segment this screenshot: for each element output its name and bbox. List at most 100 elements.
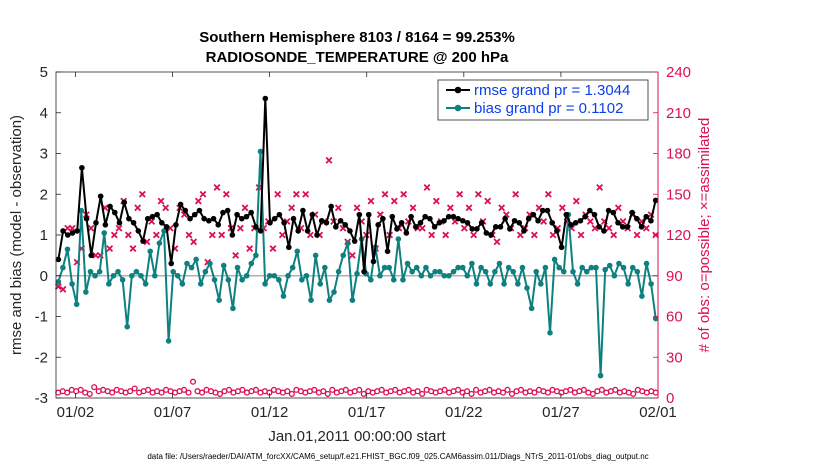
obs-assimilated-point [577,231,585,239]
bias-point [340,252,347,259]
bias-point [285,272,291,279]
obs-possible-point [284,388,291,395]
bias-point [64,246,71,253]
obs-assimilated-point [162,204,170,212]
bias-point [556,264,562,271]
obs-assimilated-point [138,190,146,198]
obs-assimilated-point [540,217,548,225]
bias-point [326,297,333,304]
bias-point [262,281,268,287]
rmse-point [102,222,109,228]
obs-assimilated-point [442,231,450,239]
rmse-point [309,211,316,218]
bias-point [317,281,324,287]
rmse-point [572,219,579,226]
obs-possible-point [77,386,84,393]
obs-possible-point [311,386,318,393]
bias-point [542,264,549,271]
bias-point [625,281,631,287]
rmse-point [210,215,217,222]
y-tick-label-right: 30 [666,349,683,366]
rmse-point [356,211,363,218]
bias-point [73,301,80,308]
obs-assimilated-point [610,231,618,239]
bias-point [115,268,121,275]
rmse-point [300,207,306,214]
bias-point [138,272,144,279]
rmse-point [492,224,499,230]
bias-point [271,272,278,279]
obs-possible-point [464,388,471,395]
bias-point [161,228,167,234]
obs-possible-point [180,386,188,393]
obs-assimilated-point [115,224,123,232]
rmse-point [365,211,372,218]
y-tick-label-right: 150 [666,186,691,203]
bias-point [441,272,448,279]
bias-point [216,297,222,304]
rmse-point [563,211,570,218]
rmse-point [549,219,555,226]
bias-point [312,252,319,259]
rmse-point [224,207,231,214]
bias-point [294,248,301,255]
rmse-point [507,226,513,232]
obs-assimilated-point [530,231,538,239]
bias-point [266,272,273,279]
obs-possible-point [91,384,98,391]
legend-bias-marker [454,104,462,112]
obs-possible-point [360,390,367,397]
bias-point [243,272,250,279]
obs-possible-point [216,390,224,397]
bias-point [643,260,650,267]
bias-point [473,281,480,287]
rmse-point [380,215,386,222]
rmse-point [502,215,508,222]
obs-assimilated-point [190,238,198,246]
rmse-point [111,209,118,216]
bias-point [593,264,599,271]
bias-series [55,148,659,379]
rmse-point [412,224,419,230]
rmse-point [568,222,574,228]
y-axis-label-right: # of obs: o=possible; ×=assimilated [696,118,713,353]
rmse-point [182,207,189,214]
obs-assimilated-point [236,224,244,232]
obs-possible-point [517,386,525,393]
bias-point [55,279,62,285]
rmse-point [333,224,339,230]
rmse-point [215,222,222,228]
bias-point [96,268,103,275]
bias-point [400,277,406,283]
bias-point [381,264,388,271]
obs-assimilated-point [274,190,282,198]
rmse-point [116,219,123,226]
obs-possible-point [378,386,385,393]
obs-assimilated-point [269,245,277,253]
obs-possible-point [239,386,246,393]
rmse-point [196,207,203,214]
obs-assimilated-point [418,224,426,232]
bias-point [170,268,176,275]
rmse-point [168,260,175,267]
y-axis-label-left: rmse and bias (model - observation) [8,115,25,355]
obs-assimilated-point [288,204,296,212]
y-tick-label-left: 1 [40,227,48,244]
rmse-point [629,209,635,216]
rmse-point [286,244,292,251]
obs-possible-point [158,389,165,396]
rmse-point [408,213,414,220]
rmse-point [403,230,410,236]
obs-assimilated-point [218,231,226,239]
obs-possible-point [544,389,551,396]
bias-point [528,305,535,312]
rmse-point [248,209,254,216]
rmse-point [314,232,320,238]
obs-possible-point [504,386,511,393]
x-tick-label: 01/22 [445,404,483,421]
obs-possible-point [320,388,327,395]
bias-point [519,264,526,271]
bias-point [570,268,576,275]
bias-point [432,268,438,275]
rmse-point [483,230,490,236]
